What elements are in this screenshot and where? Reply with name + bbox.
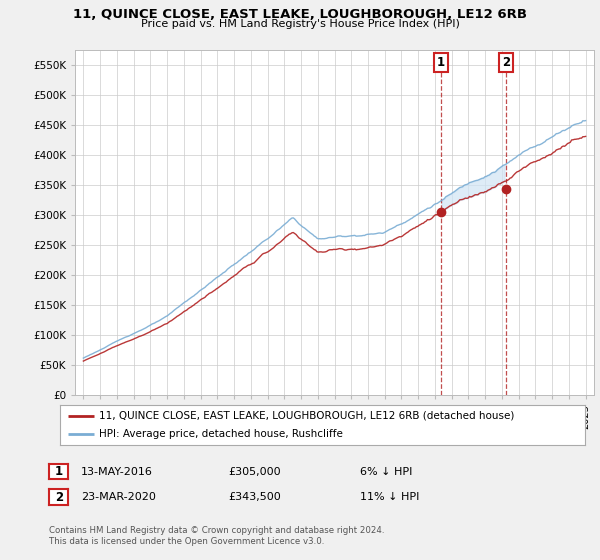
Text: Price paid vs. HM Land Registry's House Price Index (HPI): Price paid vs. HM Land Registry's House …: [140, 19, 460, 29]
Text: Contains HM Land Registry data © Crown copyright and database right 2024.
This d: Contains HM Land Registry data © Crown c…: [49, 526, 385, 546]
Text: 2: 2: [502, 56, 510, 69]
Text: 6% ↓ HPI: 6% ↓ HPI: [360, 466, 412, 477]
Text: 11, QUINCE CLOSE, EAST LEAKE, LOUGHBOROUGH, LE12 6RB: 11, QUINCE CLOSE, EAST LEAKE, LOUGHBOROU…: [73, 8, 527, 21]
Text: 1: 1: [55, 465, 63, 478]
Text: 23-MAR-2020: 23-MAR-2020: [81, 492, 156, 502]
Text: HPI: Average price, detached house, Rushcliffe: HPI: Average price, detached house, Rush…: [100, 430, 343, 439]
Text: 1: 1: [437, 56, 445, 69]
Text: 13-MAY-2016: 13-MAY-2016: [81, 466, 153, 477]
Text: 11% ↓ HPI: 11% ↓ HPI: [360, 492, 419, 502]
Text: 11, QUINCE CLOSE, EAST LEAKE, LOUGHBOROUGH, LE12 6RB (detached house): 11, QUINCE CLOSE, EAST LEAKE, LOUGHBOROU…: [100, 411, 515, 421]
Text: 2: 2: [55, 491, 63, 504]
Text: £343,500: £343,500: [228, 492, 281, 502]
Text: £305,000: £305,000: [228, 466, 281, 477]
